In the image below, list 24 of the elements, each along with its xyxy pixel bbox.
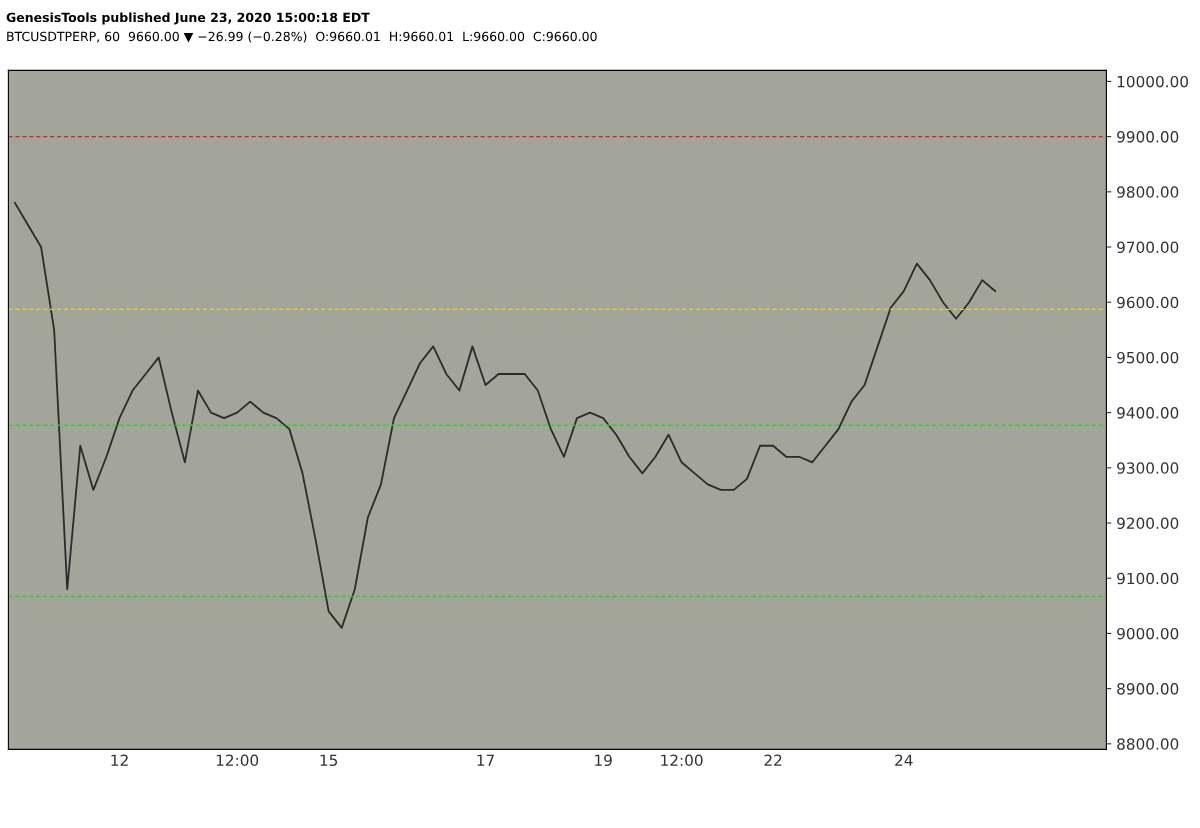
y-tick-label: 9300.00 [1117,462,1179,474]
y-tick-label: 10000.00 [1117,75,1189,88]
chart-subtitle: BTCUSDTPERP, 60 9660.00 ▼ −26.99 (−0.28%) O:9660.01 H:9660.01 L:9660.00 C:9660.00 [7,31,597,43]
line-series [14,201,997,629]
y-tick-label: 8900.00 [1117,683,1179,695]
x-tick-label: 12 [111,754,128,766]
y-tick-label: 9400.00 [1117,407,1179,419]
x-tick-label: 17 [477,754,494,766]
x-tick-label: 15 [320,754,338,767]
y-tick-label: 9700.00 [1117,241,1179,254]
y-tick-label: 9000.00 [1117,627,1179,640]
x-tick-label: 12:00 [661,754,703,767]
y-tick-label: 9900.00 [1117,131,1179,143]
x-tick-label: 19 [595,754,612,767]
y-tick-label: 9800.00 [1117,186,1179,198]
y-tick-label: 9500.00 [1117,351,1179,364]
x-tick-label: 24 [895,754,913,766]
x-tick-label: 12:00 [216,754,259,767]
chart-title: GenesisTools published June 23, 2020 15:00:18 EDT [6,12,370,25]
y-tick-label: 9100.00 [1117,572,1179,585]
x-tick-label: 22 [764,754,782,766]
y-tick-label: 9200.00 [1117,517,1179,530]
y-tick-label: 8800.00 [1117,738,1179,750]
y-tick-label: 9600.00 [1117,296,1179,309]
